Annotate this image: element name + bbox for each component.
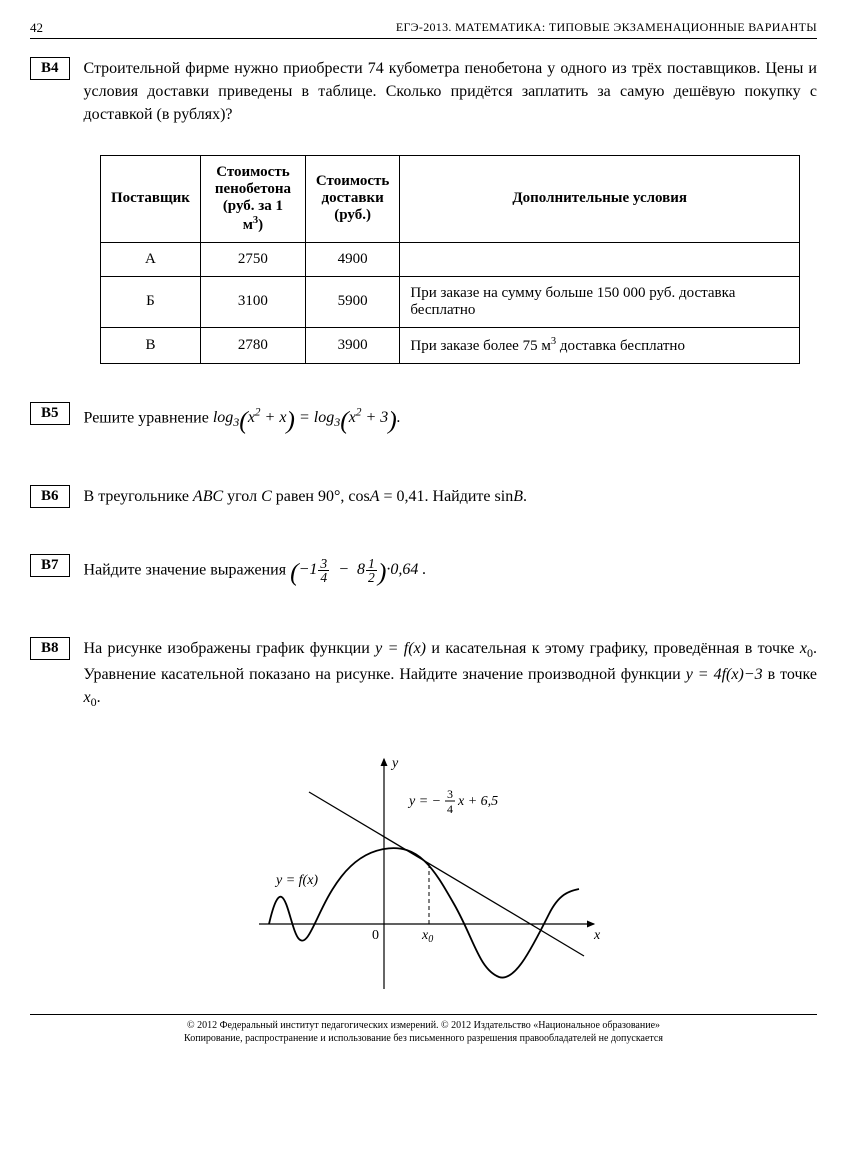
cell: Б (101, 276, 201, 327)
col-price-line1: Стоимостьпенобетона(руб. за 1 м3) (215, 164, 291, 233)
text-prefix: Найдите значение выражения (84, 561, 291, 578)
problem-tag: B5 (30, 402, 70, 425)
cell: 4900 (305, 242, 399, 276)
function-curve (269, 848, 579, 977)
problem-tag: B8 (30, 637, 70, 660)
cell: 3900 (305, 327, 399, 363)
problem-text: Решите уравнение log3(x2 + x) = log3(x2 … (84, 402, 401, 439)
page-header: 42 ЕГЭ-2013. МАТЕМАТИКА: ТИПОВЫЕ ЭКЗАМЕН… (30, 20, 817, 39)
cell (400, 242, 800, 276)
table-row: В 2780 3900 При заказе более 75 м3 доста… (101, 327, 800, 363)
problem-text: Найдите значение выражения (−134 − 812)·… (84, 554, 427, 591)
book-title: ЕГЭ-2013. МАТЕМАТИКА: ТИПОВЫЕ ЭКЗАМЕНАЦИ… (396, 20, 817, 36)
problem-tag: B6 (30, 485, 70, 508)
cell: 2780 (200, 327, 305, 363)
problem-b6: B6 В треугольнике ABC угол C равен 90°, … (30, 485, 817, 508)
tangent-den: 4 (447, 802, 453, 816)
table-row: А 2750 4900 (101, 242, 800, 276)
tangent-num: 3 (447, 787, 453, 801)
cell: При заказе более 75 м3 доставка бесплатн… (400, 327, 800, 363)
problem-b7: B7 Найдите значение выражения (−134 − 81… (30, 554, 817, 591)
footer-line1: © 2012 Федеральный институт педагогическ… (30, 1019, 817, 1032)
col-price: Стоимостьпенобетона(руб. за 1 м3) (200, 155, 305, 242)
problem-tag: B7 (30, 554, 70, 577)
equation: log3(x2 + x) = log3(x2 + 3). (213, 409, 401, 426)
cell: В (101, 327, 201, 363)
page-footer: © 2012 Федеральный институт педагогическ… (30, 1014, 817, 1045)
page-number: 42 (30, 20, 43, 36)
table-header-row: Поставщик Стоимостьпенобетона(руб. за 1 … (101, 155, 800, 242)
curve-label: y = f(x) (274, 873, 318, 888)
b4-table: Поставщик Стоимостьпенобетона(руб. за 1 … (100, 155, 800, 364)
function-plot-svg: y x 0 x0 y = f(x) y = − 3 4 x + 6,5 (234, 739, 614, 999)
cell: 3100 (200, 276, 305, 327)
problem-b8: B8 На рисунке изображены график функции … (30, 637, 817, 711)
tangent-suffix: x + 6,5 (457, 794, 498, 809)
col-supplier: Поставщик (101, 155, 201, 242)
x-axis-label: x (593, 928, 601, 943)
b8-chart: y x 0 x0 y = f(x) y = − 3 4 x + 6,5 (30, 739, 817, 1004)
expression: (−134 − 812)·0,64 . (290, 561, 426, 578)
x0-label: x0 (421, 928, 433, 945)
cell: А (101, 242, 201, 276)
cell: 5900 (305, 276, 399, 327)
tangent-label: y = − (407, 794, 441, 809)
problem-b5: B5 Решите уравнение log3(x2 + x) = log3(… (30, 402, 817, 439)
problem-text: На рисунке изображены график функции y =… (84, 637, 817, 711)
problem-text: Строительной фирме нужно приобрести 74 к… (84, 57, 817, 127)
problem-b4: B4 Строительной фирме нужно приобрести 7… (30, 57, 817, 127)
cell: При заказе на сумму больше 150 000 руб. … (400, 276, 800, 327)
tangent-line (309, 792, 584, 956)
y-axis-label: y (390, 756, 399, 771)
text-prefix: Решите уравнение (84, 409, 213, 426)
footer-line2: Копирование, распространение и использов… (30, 1032, 817, 1045)
col-conditions: Дополнительные условия (400, 155, 800, 242)
col-delivery: Стоимостьдоставки(руб.) (305, 155, 399, 242)
problem-text: В треугольнике ABC угол C равен 90°, cos… (84, 485, 527, 508)
problem-tag: B4 (30, 57, 70, 80)
table-row: Б 3100 5900 При заказе на сумму больше 1… (101, 276, 800, 327)
origin-label: 0 (372, 928, 379, 943)
cell: 2750 (200, 242, 305, 276)
